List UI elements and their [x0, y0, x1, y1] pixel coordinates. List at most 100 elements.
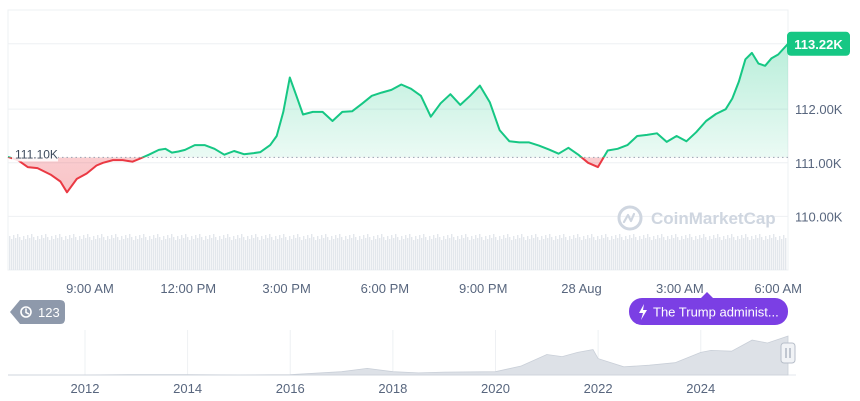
- volume-bar: [311, 234, 313, 270]
- volume-bar: [359, 236, 361, 270]
- volume-bar: [411, 237, 413, 270]
- volume-bar: [51, 236, 53, 270]
- volume-bar: [161, 240, 163, 270]
- volume-bar: [325, 234, 327, 270]
- volume-bar: [45, 234, 47, 270]
- volume-bar: [405, 235, 407, 270]
- event-badge[interactable]: The Trump administ...: [629, 292, 788, 325]
- volume-bar: [81, 239, 83, 270]
- volume-bar: [607, 237, 609, 270]
- volume-bar: [511, 240, 513, 270]
- volume-bar: [661, 234, 663, 270]
- volume-bar: [135, 236, 137, 270]
- volume-bar: [677, 237, 679, 270]
- volume-bar: [641, 239, 643, 270]
- volume-bar: [737, 236, 739, 270]
- volume-bar: [635, 237, 637, 270]
- volume-bar: [363, 235, 365, 270]
- navigator-handle[interactable]: [780, 342, 796, 364]
- volume-bar: [99, 238, 101, 270]
- volume-bar: [271, 237, 273, 270]
- volume-bar: [649, 237, 651, 270]
- volume-bar: [529, 239, 531, 270]
- navigator-year-label: 2014: [173, 381, 202, 396]
- volume-bar: [495, 237, 497, 270]
- volume-bar: [579, 237, 581, 270]
- volume-bar: [445, 239, 447, 270]
- volume-bar: [617, 238, 619, 270]
- volume-bar: [595, 240, 597, 270]
- volume-bar: [417, 239, 419, 270]
- volume-bar: [307, 235, 309, 270]
- volume-bar: [17, 234, 19, 270]
- reference-value: 111.10K: [15, 147, 58, 161]
- volume-bar: [125, 235, 127, 270]
- volume-bar: [143, 234, 145, 270]
- volume-bar: [341, 237, 343, 270]
- volume-bar: [513, 236, 515, 270]
- volume-bar: [13, 235, 15, 270]
- volume-bar: [291, 239, 293, 270]
- volume-bar: [525, 240, 527, 270]
- volume-bar: [263, 239, 265, 270]
- volume-bar: [225, 238, 227, 270]
- volume-bar: [671, 235, 673, 270]
- volume-bar: [725, 239, 727, 270]
- volume-bar: [167, 235, 169, 270]
- volume-bar: [399, 240, 401, 270]
- volume-bar: [577, 234, 579, 270]
- volume-bar: [701, 238, 703, 270]
- volume-bar: [383, 237, 385, 270]
- history-badge[interactable]: 123: [10, 300, 65, 324]
- volume-bar: [715, 238, 717, 270]
- line-below-reference: [7, 157, 605, 194]
- volume-bar: [623, 240, 625, 270]
- y-axis: 110.00K 111.00K 112.00K: [795, 102, 843, 224]
- volume-bar: [351, 238, 353, 270]
- volume-bar: [9, 236, 11, 270]
- volume-bar: [521, 234, 523, 270]
- volume-bar: [239, 238, 241, 270]
- volume-bar: [169, 238, 171, 270]
- volume-bar: [663, 237, 665, 270]
- volume-bar: [279, 235, 281, 270]
- volume-bar: [433, 235, 435, 270]
- volume-bar: [401, 236, 403, 270]
- volume-bar: [313, 237, 315, 270]
- volume-bar: [245, 240, 247, 270]
- volume-bar: [205, 236, 207, 270]
- volume-bar: [545, 235, 547, 270]
- volume-bar: [23, 236, 25, 270]
- volume-bar: [21, 240, 23, 270]
- volume-bar: [323, 238, 325, 270]
- volume-bar: [523, 237, 525, 270]
- volume-bar: [139, 235, 141, 270]
- volume-bar: [555, 236, 557, 270]
- volume-bar: [703, 234, 705, 270]
- volume-bar: [739, 239, 741, 270]
- volume-bar: [589, 238, 591, 270]
- volume-bar: [129, 234, 131, 270]
- volume-bar: [273, 240, 275, 270]
- volume-bar: [33, 237, 35, 270]
- volume-bar: [305, 239, 307, 270]
- watermark-text: CoinMarketCap: [651, 209, 776, 228]
- volume-bar: [93, 236, 95, 270]
- range-navigator[interactable]: 2012 2014 2016 2018 2020 2022 2024: [8, 330, 796, 396]
- volume-bar: [771, 238, 773, 270]
- volume-bar: [173, 237, 175, 270]
- volume-bar: [639, 236, 641, 270]
- volume-bar: [329, 240, 331, 270]
- volume-bar: [53, 239, 55, 270]
- volume-bar: [153, 235, 155, 270]
- volume-bar: [91, 240, 93, 270]
- volume-bar: [193, 239, 195, 270]
- volume-bar: [407, 238, 409, 270]
- volume-bar: [709, 236, 711, 270]
- volume-bar: [195, 235, 197, 270]
- volume-bar: [473, 239, 475, 270]
- volume-bar: [227, 234, 229, 270]
- volume-bar: [201, 237, 203, 270]
- volume-bar: [585, 239, 587, 270]
